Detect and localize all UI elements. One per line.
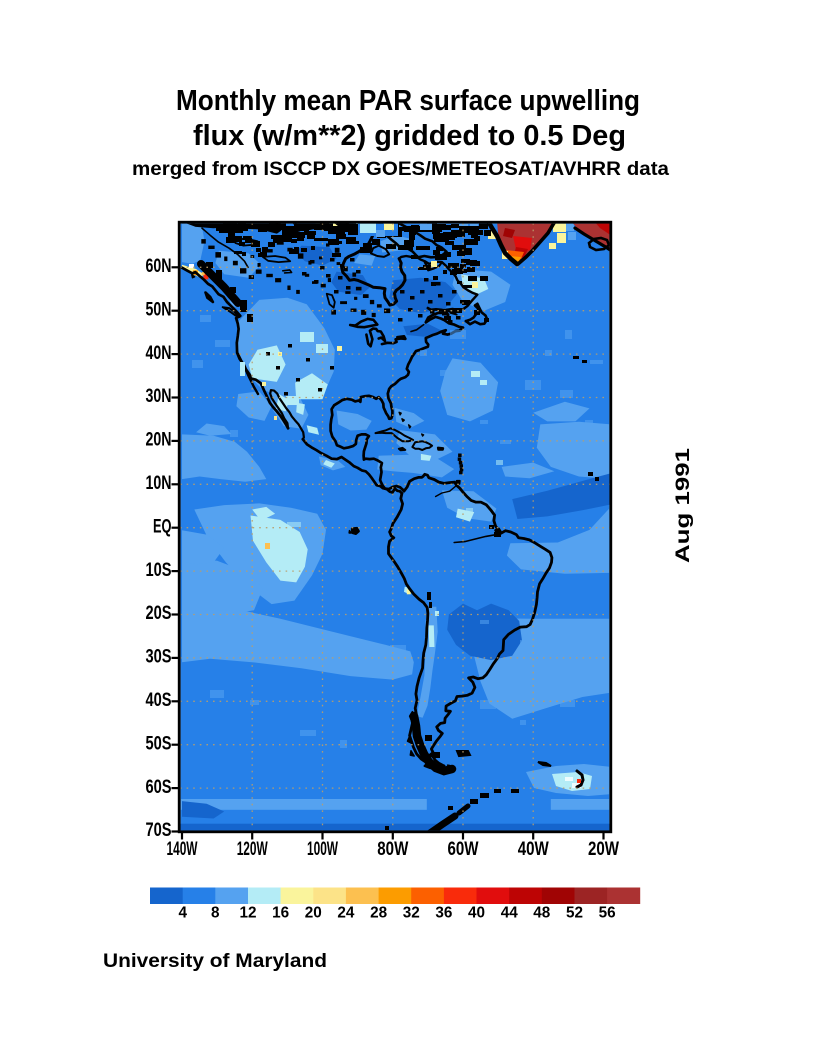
svg-text:24: 24: [337, 905, 355, 922]
svg-text:20S: 20S: [146, 603, 172, 624]
svg-text:20N: 20N: [146, 430, 172, 451]
svg-text:48: 48: [533, 905, 551, 922]
svg-text:40N: 40N: [146, 343, 172, 364]
svg-text:60W: 60W: [448, 839, 479, 860]
svg-text:70S: 70S: [146, 820, 172, 841]
svg-text:12: 12: [239, 905, 256, 922]
svg-text:8: 8: [211, 905, 220, 922]
svg-text:60N: 60N: [146, 256, 172, 277]
svg-text:flux (w/m**2) gridded to 0.5 D: flux (w/m**2) gridded to 0.5 Deg: [193, 120, 626, 152]
svg-text:Aug 1991: Aug 1991: [672, 448, 694, 563]
svg-text:56: 56: [599, 905, 616, 922]
svg-text:100W: 100W: [307, 839, 338, 860]
svg-text:4: 4: [178, 905, 187, 922]
svg-text:120W: 120W: [237, 839, 268, 860]
svg-text:80W: 80W: [377, 839, 408, 860]
svg-text:44: 44: [501, 905, 519, 922]
svg-text:30S: 30S: [146, 647, 172, 668]
svg-text:16: 16: [272, 905, 289, 922]
svg-text:University of Maryland: University of Maryland: [103, 951, 327, 972]
svg-text:10N: 10N: [146, 473, 172, 494]
svg-text:28: 28: [370, 905, 388, 922]
svg-text:10S: 10S: [146, 560, 172, 581]
svg-text:Monthly mean PAR surface upwel: Monthly mean PAR surface upwelling: [176, 85, 640, 117]
svg-text:40S: 40S: [146, 690, 172, 711]
svg-text:EQ: EQ: [153, 516, 172, 537]
svg-text:60S: 60S: [146, 777, 172, 798]
svg-text:20: 20: [305, 905, 322, 922]
svg-text:52: 52: [566, 905, 583, 922]
svg-text:40: 40: [468, 905, 485, 922]
svg-text:30N: 30N: [146, 386, 172, 407]
svg-text:50N: 50N: [146, 299, 172, 320]
svg-text:merged from ISCCP DX GOES/METE: merged from ISCCP DX GOES/METEOSAT/AVHRR…: [132, 159, 669, 180]
svg-text:36: 36: [435, 905, 452, 922]
svg-text:40W: 40W: [518, 839, 549, 860]
svg-text:20W: 20W: [588, 839, 619, 860]
svg-text:50S: 50S: [146, 733, 172, 754]
svg-text:140W: 140W: [167, 839, 198, 860]
svg-text:32: 32: [403, 905, 420, 922]
